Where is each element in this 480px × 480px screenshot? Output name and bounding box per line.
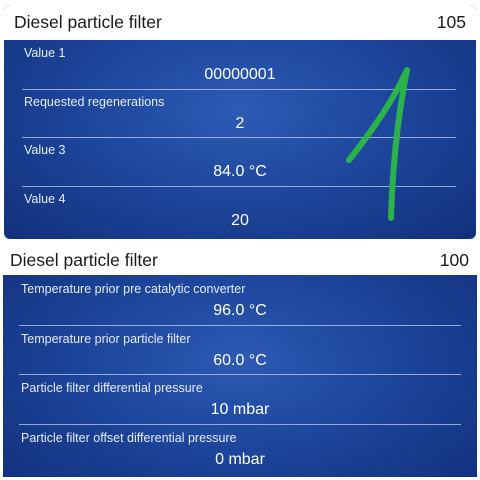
row-divider: [22, 185, 456, 187]
value-reading: 0 mbar: [215, 450, 265, 468]
value-reading: 60.0 °C: [213, 351, 267, 369]
value-reading: 84.0 °C: [213, 163, 267, 180]
value-row[interactable]: Temperature prior pre catalytic converte…: [3, 276, 477, 326]
value-list: Temperature prior pre catalytic converte…: [3, 276, 477, 474]
value-row[interactable]: Temperature prior particle filter 60.0 °…: [3, 326, 477, 375]
value-reading: 96.0 °C: [213, 302, 267, 319]
value-label: Temperature prior particle filter: [21, 331, 191, 346]
value-row[interactable]: Value 4 20: [4, 187, 476, 236]
measuring-block-panel-100: Diesel particle filter 100 Temperature p…: [3, 245, 477, 477]
value-label: Value 1: [24, 46, 66, 60]
value-label: Particle filter offset differential pres…: [21, 430, 237, 445]
panel-title: Diesel particle filter: [10, 249, 158, 270]
value-label: Value 3: [24, 143, 66, 157]
row-divider: [19, 374, 461, 375]
value-label: Requested regenerations: [24, 94, 165, 109]
value-label: Temperature prior pre catalytic converte…: [21, 282, 246, 296]
value-row[interactable]: Particle filter offset differential pres…: [3, 425, 477, 475]
value-row[interactable]: Value 1 00000001: [4, 41, 476, 90]
value-reading: 20: [231, 211, 249, 229]
handwritten-number-one-annotation: [346, 67, 410, 221]
value-label: Value 4: [24, 191, 66, 206]
panel-header: Diesel particle filter 105: [4, 5, 476, 40]
value-row[interactable]: Particle filter differential pressure 10…: [3, 375, 477, 425]
value-reading: 2: [235, 114, 245, 132]
value-reading: 00000001: [204, 66, 276, 83]
value-row[interactable]: Requested regenerations 2: [4, 90, 476, 138]
value-label: Particle filter differential pressure: [21, 381, 203, 395]
group-number: 100: [439, 249, 469, 270]
group-number: 105: [436, 12, 466, 32]
panel-title: Diesel particle filter: [14, 12, 162, 32]
row-divider: [19, 324, 461, 326]
panel-header: Diesel particle filter 100: [3, 245, 477, 275]
row-divider: [22, 137, 456, 138]
value-reading: 10 mbar: [210, 401, 270, 418]
value-list: Value 1 00000001 Requested regenerations…: [4, 41, 476, 235]
row-divider: [22, 88, 456, 90]
row-divider: [19, 423, 461, 425]
value-row[interactable]: Value 3 84.0 °C: [4, 138, 476, 187]
